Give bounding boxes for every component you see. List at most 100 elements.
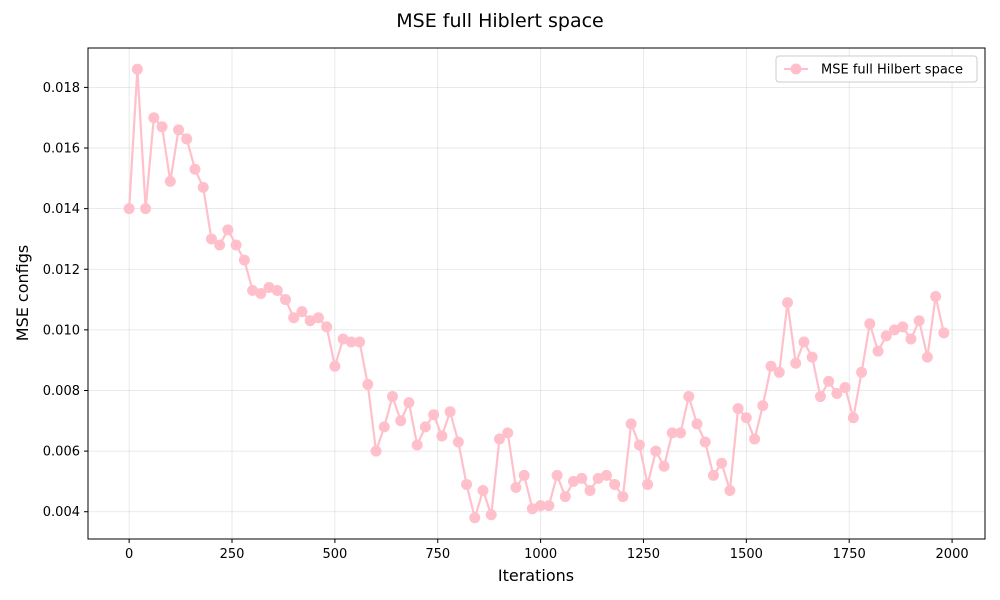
y-axis: 0.004 0.006 0.008 0.010 0.012 0.014 0.016 0.018 bbox=[43, 81, 88, 520]
data-point bbox=[419, 421, 431, 433]
data-point bbox=[642, 478, 654, 490]
data-point bbox=[699, 436, 711, 448]
data-point bbox=[938, 327, 950, 339]
data-point bbox=[477, 485, 489, 497]
data-point bbox=[798, 336, 810, 348]
x-tick-label: 1250 bbox=[627, 547, 660, 562]
data-point bbox=[230, 239, 242, 251]
y-tick-label: 0.012 bbox=[43, 263, 80, 278]
data-point bbox=[707, 469, 719, 481]
chart-title: MSE full Hiblert space bbox=[396, 10, 603, 32]
y-tick-label: 0.018 bbox=[43, 81, 80, 96]
data-point bbox=[864, 318, 876, 330]
data-point bbox=[675, 427, 687, 439]
data-point bbox=[312, 312, 324, 324]
y-tick-label: 0.004 bbox=[43, 505, 80, 520]
data-point bbox=[658, 460, 670, 472]
legend-label: MSE full Hilbert space bbox=[821, 63, 963, 78]
data-point bbox=[609, 478, 621, 490]
data-point bbox=[724, 485, 736, 497]
grid bbox=[88, 48, 985, 539]
x-tick-label: 2000 bbox=[936, 547, 969, 562]
x-tick-label: 250 bbox=[220, 547, 245, 562]
data-point bbox=[214, 239, 226, 251]
data-point bbox=[823, 375, 835, 387]
data-point bbox=[518, 469, 530, 481]
data-point bbox=[790, 357, 802, 369]
data-point bbox=[847, 412, 859, 424]
data-point bbox=[288, 312, 300, 324]
data-point bbox=[148, 112, 160, 124]
data-point bbox=[354, 336, 366, 348]
x-tick-label: 750 bbox=[425, 547, 450, 562]
data-point bbox=[913, 315, 925, 327]
legend-point-marker bbox=[790, 63, 802, 75]
data-point bbox=[271, 284, 283, 296]
y-axis-title: MSE configs bbox=[13, 245, 32, 341]
data-point bbox=[131, 63, 143, 75]
data-point bbox=[280, 294, 292, 306]
data-point bbox=[691, 418, 703, 430]
x-tick-label: 1000 bbox=[524, 547, 557, 562]
data-point bbox=[156, 121, 168, 133]
data-point bbox=[600, 469, 612, 481]
data-point bbox=[535, 500, 547, 512]
data-point bbox=[551, 469, 563, 481]
data-point bbox=[370, 445, 382, 457]
data-point bbox=[584, 485, 596, 497]
data-point bbox=[255, 288, 267, 299]
data-point bbox=[921, 351, 933, 363]
data-point bbox=[444, 406, 456, 418]
data-point bbox=[510, 481, 522, 493]
data-point bbox=[839, 381, 851, 393]
data-point bbox=[773, 366, 785, 378]
y-tick-label: 0.016 bbox=[43, 142, 80, 157]
data-point bbox=[683, 391, 695, 403]
series-layer bbox=[123, 63, 950, 524]
data-point bbox=[716, 457, 728, 469]
data-point bbox=[666, 427, 678, 439]
data-point bbox=[329, 360, 341, 372]
y-tick-label: 0.010 bbox=[43, 323, 80, 338]
data-point bbox=[164, 175, 176, 187]
data-point bbox=[386, 391, 398, 403]
x-tick-label: 1500 bbox=[730, 547, 763, 562]
legend-box bbox=[775, 55, 978, 83]
data-point bbox=[296, 306, 308, 318]
data-point bbox=[856, 366, 868, 378]
data-point bbox=[411, 439, 423, 451]
data-point bbox=[436, 430, 448, 442]
data-point bbox=[362, 378, 374, 390]
data-point bbox=[930, 291, 942, 303]
data-point bbox=[880, 330, 892, 342]
data-point bbox=[576, 472, 588, 484]
data-point bbox=[897, 321, 909, 333]
x-axis: 0 250 500 750 1000 1250 1500 1750 2000 bbox=[125, 539, 969, 562]
data-point bbox=[765, 360, 777, 372]
data-point bbox=[197, 181, 209, 193]
data-point bbox=[633, 439, 645, 451]
data-point bbox=[831, 388, 843, 400]
data-point bbox=[189, 163, 201, 175]
data-point bbox=[732, 403, 744, 415]
data-point bbox=[757, 400, 769, 412]
data-point bbox=[559, 491, 571, 503]
data-point bbox=[123, 203, 135, 215]
data-point bbox=[205, 233, 217, 245]
data-point bbox=[493, 433, 505, 445]
legend: MSE full Hilbert space bbox=[775, 55, 978, 83]
data-point bbox=[469, 512, 481, 524]
data-point bbox=[461, 478, 473, 490]
data-point bbox=[806, 351, 818, 363]
data-point bbox=[238, 254, 250, 266]
data-point bbox=[345, 336, 357, 348]
data-point bbox=[140, 203, 152, 215]
data-point bbox=[173, 124, 185, 136]
y-tick-label: 0.014 bbox=[43, 202, 80, 217]
data-point bbox=[543, 500, 555, 512]
data-point bbox=[814, 391, 826, 403]
data-point bbox=[403, 397, 415, 409]
